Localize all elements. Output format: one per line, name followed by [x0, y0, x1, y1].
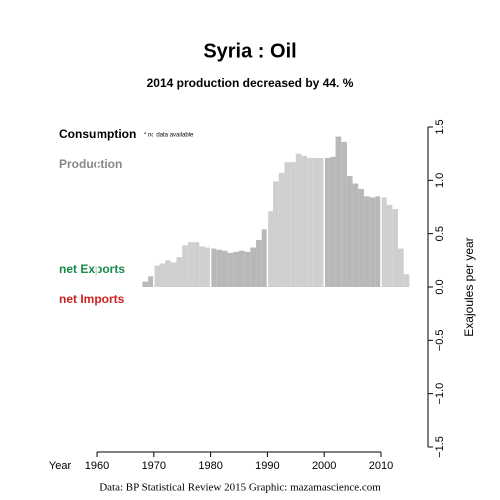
bar — [159, 263, 166, 287]
bar — [295, 153, 302, 287]
note: * no data available — [144, 133, 194, 139]
bar — [267, 211, 274, 287]
legend-label: Production — [59, 157, 122, 171]
bar — [170, 262, 177, 287]
y-tick-label: −0.5 — [434, 329, 446, 351]
bar — [216, 249, 222, 287]
x-tick-label: 1960 — [85, 460, 109, 472]
source: Data: BP Statistical Review 2015 Graphic… — [99, 482, 381, 494]
bar — [187, 242, 194, 287]
bar — [199, 246, 205, 287]
bar — [346, 176, 353, 287]
bar — [290, 162, 296, 287]
bar — [329, 156, 336, 287]
y-tick-label: −1.5 — [434, 436, 446, 458]
legend-label: net Exports — [59, 262, 125, 276]
legend-label: net Imports — [59, 292, 125, 306]
y-axis-label: Exajoules per year — [462, 237, 476, 336]
bar — [324, 157, 330, 287]
y-tick-label: −1.0 — [434, 383, 446, 405]
bar — [176, 257, 183, 287]
bar — [369, 197, 376, 287]
bar — [244, 251, 251, 287]
bar — [233, 251, 239, 287]
bar — [142, 281, 149, 287]
bar — [341, 141, 347, 287]
bar — [301, 155, 308, 287]
bar — [278, 172, 285, 287]
bar — [239, 250, 245, 287]
bar — [182, 245, 188, 287]
bar — [375, 196, 381, 287]
bar — [392, 209, 399, 287]
y-tick-label: 0.0 — [434, 279, 446, 294]
bar — [318, 157, 325, 287]
bar — [221, 250, 228, 287]
bar — [165, 260, 171, 287]
bar — [148, 276, 154, 287]
bar — [256, 240, 262, 287]
bar — [261, 229, 268, 287]
bar — [284, 162, 291, 287]
bar — [403, 274, 410, 287]
bar — [398, 248, 404, 287]
chart-subtitle: 2014 production decreased by 44. % — [147, 76, 354, 90]
x-tick-label: 1990 — [255, 460, 279, 472]
x-axis-label: Year — [49, 460, 72, 472]
bar — [312, 157, 319, 287]
bar — [307, 157, 313, 287]
bar — [358, 188, 364, 287]
x-tick-label: 2010 — [369, 460, 393, 472]
bar — [352, 183, 359, 287]
bar — [363, 196, 370, 287]
bar — [273, 181, 279, 287]
bar — [193, 242, 200, 287]
y-tick-label: 1.0 — [434, 173, 446, 188]
x-tick-label: 2000 — [312, 460, 336, 472]
bar — [210, 248, 217, 287]
bar — [204, 247, 211, 287]
bar — [386, 204, 393, 287]
bar — [250, 247, 257, 287]
bar — [335, 136, 342, 287]
y-tick-label: 1.5 — [434, 119, 446, 134]
x-tick-label: 1970 — [142, 460, 166, 472]
x-tick-label: 1980 — [198, 460, 222, 472]
y-tick-label: 0.5 — [434, 226, 446, 241]
chart-title: Syria : Oil — [203, 40, 296, 62]
bar — [227, 252, 234, 287]
bar — [153, 265, 160, 287]
bar — [380, 197, 387, 287]
